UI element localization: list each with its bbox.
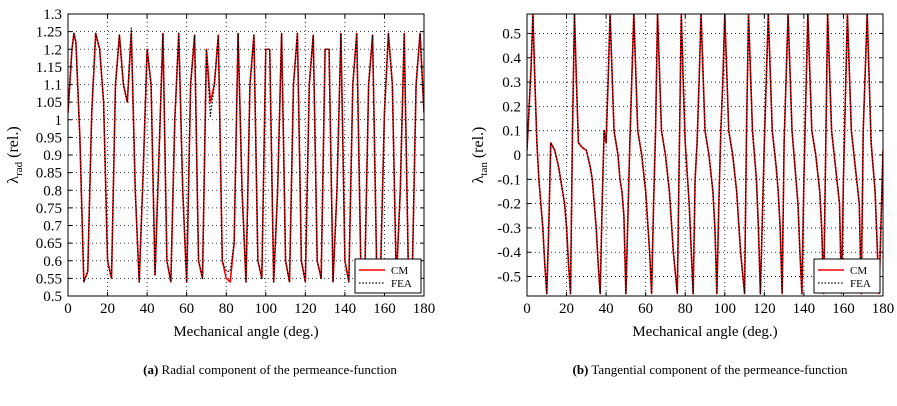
x-tick-label-0: 0: [523, 301, 531, 317]
y-tick-label-9: 0.4: [502, 51, 521, 67]
legend-label-cm: CM: [391, 265, 408, 277]
y-tick-label-3: -0.2: [497, 197, 521, 213]
y-tick-label-7: 0.85: [36, 166, 62, 182]
x-tick-label-9: 180: [872, 301, 895, 317]
x-tick-label-3: 60: [638, 301, 653, 317]
chart-panel-1: 0 20 40 60 80 100 120 140 160 180 -0.5 -0.4 -0.3 -0.2…: [470, 13, 895, 340]
x-tick-label-7: 140: [793, 301, 816, 317]
y-tick-label-5: 0.75: [36, 201, 62, 217]
x-tick-label-4: 80: [678, 301, 693, 317]
legend-box: [354, 258, 422, 294]
caption-b-text: Tangential component of the permeance-fu…: [591, 362, 848, 377]
series-line-fea: [527, 14, 883, 295]
y-axis-label-sub: rad: [13, 161, 25, 176]
y-axis-label-main: λ: [5, 176, 22, 184]
x-axis-label: Mechanical angle (deg.): [632, 324, 777, 340]
x-tick-label-5: 100: [255, 301, 278, 317]
y-tick-label-14: 1.2: [43, 42, 62, 58]
y-axis-label: λtan (rel.): [470, 127, 490, 184]
y-axis-label-tail: (rel.): [5, 126, 22, 162]
y-tick-label-10: 0.5: [502, 26, 521, 42]
x-tick-label-5: 100: [714, 301, 737, 317]
y-tick-label-1: -0.4: [497, 245, 521, 261]
x-tick-label-4: 80: [219, 301, 234, 317]
y-tick-label-16: 1.3: [43, 7, 62, 23]
x-tick-label-6: 120: [753, 301, 776, 317]
x-tick-label-9: 180: [413, 301, 436, 317]
y-tick-label-13: 1.15: [36, 60, 62, 76]
legend-box: [813, 258, 881, 294]
y-tick-label-1: 0.55: [36, 271, 62, 287]
x-tick-label-1: 20: [559, 301, 574, 317]
y-tick-label-2: 0.6: [43, 254, 62, 270]
y-axis-label-text: λrad (rel.): [5, 126, 25, 183]
y-tick-label-4: 0.7: [43, 219, 62, 235]
y-tick-label-12: 1.1: [43, 78, 62, 94]
y-tick-label-6: 0.1: [502, 124, 521, 140]
legend-label-fea: FEA: [850, 278, 871, 290]
y-tick-label-15: 1.25: [36, 25, 62, 41]
caption-b: (b) Tangential component of the permeanc…: [520, 362, 897, 378]
y-tick-label-8: 0.3: [502, 75, 521, 91]
caption-a-label: (a): [143, 362, 159, 377]
y-axis-label-text: λtan (rel.): [470, 127, 490, 184]
x-tick-label-7: 140: [334, 301, 357, 317]
y-axis-label: λrad (rel.): [5, 126, 25, 183]
chart-panel-0: 0 20 40 60 80 100 120 140 160 1800.50.550.60.650.…: [5, 7, 435, 340]
x-tick-label-0: 0: [64, 301, 72, 317]
y-tick-label-3: 0.65: [36, 236, 62, 252]
x-tick-label-2: 40: [599, 301, 614, 317]
x-tick-label-6: 120: [294, 301, 317, 317]
y-tick-label-5: 0: [514, 148, 522, 164]
y-tick-label-7: 0.2: [502, 99, 521, 115]
y-tick-label-9: 0.95: [36, 130, 62, 146]
y-tick-label-0: 0.5: [43, 289, 62, 305]
y-axis-label-main: λ: [470, 175, 487, 183]
x-tick-label-8: 160: [373, 301, 396, 317]
legend-label-fea: FEA: [391, 278, 412, 290]
y-axis-label-tail: (rel.): [470, 127, 487, 163]
y-tick-label-4: -0.1: [497, 172, 521, 188]
caption-a-text: Radial component of the permeance-functi…: [161, 362, 397, 377]
x-axis-label: Mechanical angle (deg.): [173, 324, 318, 340]
y-tick-label-11: 1.05: [36, 95, 62, 111]
x-tick-label-3: 60: [179, 301, 194, 317]
y-tick-label-0: -0.5: [497, 270, 521, 286]
caption-b-label: (b): [572, 362, 589, 377]
caption-a: (a) Radial component of the permeance-fu…: [80, 362, 460, 378]
y-axis-label-sub: tan: [478, 162, 490, 176]
x-tick-label-2: 40: [140, 301, 155, 317]
y-tick-label-2: -0.3: [497, 221, 521, 237]
y-tick-label-6: 0.8: [43, 183, 62, 199]
y-tick-label-10: 1: [55, 113, 63, 129]
y-tick-label-8: 0.9: [43, 148, 62, 164]
x-tick-label-8: 160: [832, 301, 855, 317]
legend-label-cm: CM: [850, 265, 867, 277]
x-tick-label-1: 20: [100, 301, 115, 317]
